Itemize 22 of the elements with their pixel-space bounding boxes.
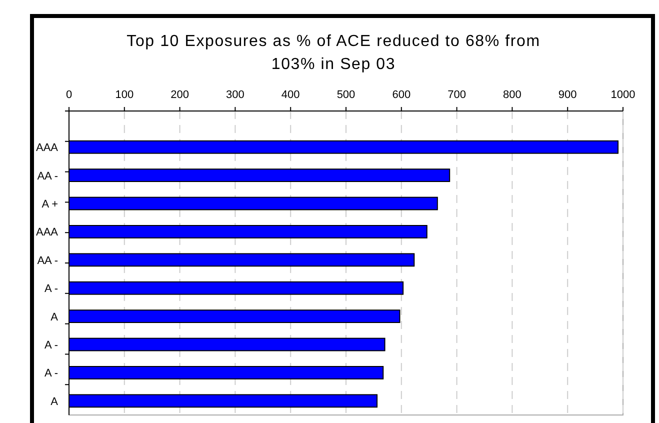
- y-tick-label: AA -: [37, 170, 58, 182]
- y-tick-label: A +: [42, 198, 58, 210]
- y-tick-label: A -: [44, 283, 58, 296]
- x-tick-label: 800: [503, 89, 522, 101]
- x-tick-label: 400: [281, 89, 300, 101]
- x-tick-label: 600: [392, 89, 411, 101]
- x-tick-label: 100: [115, 89, 134, 101]
- x-tick-label: 200: [170, 89, 189, 101]
- chart-title: Top 10 Exposures as % of ACE reduced to 68% from 103% in Sep 03: [126, 33, 540, 73]
- y-tick-label: A: [50, 396, 59, 408]
- y-tick-label: A -: [44, 340, 58, 352]
- x-tick-label: 900: [558, 89, 577, 101]
- y-tick-label: AAA: [36, 142, 59, 154]
- x-tick-label: 700: [448, 89, 466, 101]
- y-tick-label: A -: [44, 368, 58, 380]
- y-tick-label: AA -: [37, 254, 58, 267]
- y-tick-label: AAA: [36, 226, 59, 239]
- x-tick-label: 300: [226, 89, 244, 101]
- x-tick-label: 500: [336, 89, 356, 101]
- y-tick-label: A: [50, 311, 59, 324]
- x-tick-label: 1000: [610, 89, 636, 101]
- x-tick-label: 0: [66, 89, 72, 101]
